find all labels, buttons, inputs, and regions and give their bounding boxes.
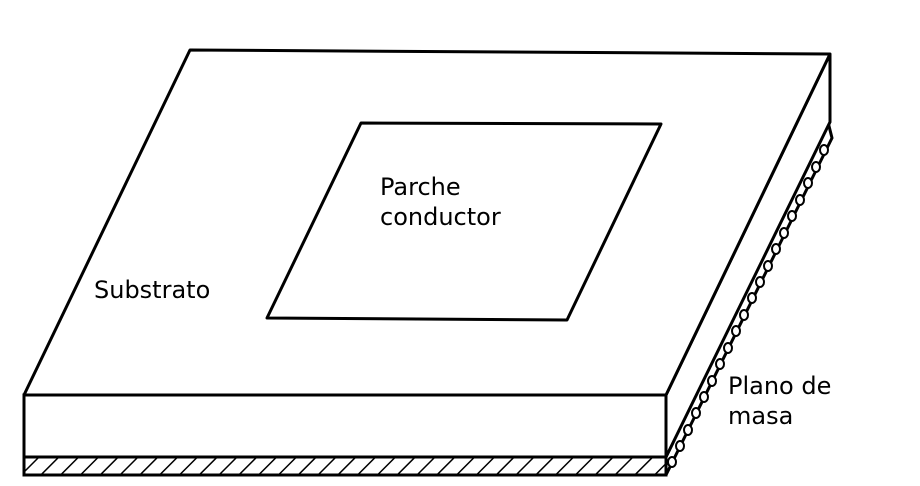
- patch-label: Parche conductor: [380, 172, 501, 232]
- ground-plane-label-line1: Plano de: [728, 372, 832, 400]
- patch-label-line2: conductor: [380, 203, 501, 231]
- substrate-front-face: [22, 393, 668, 459]
- ground-plane-label-line2: masa: [728, 402, 794, 430]
- ground-plane-side-beads: [667, 144, 829, 468]
- substrate-label: Substrato: [94, 276, 211, 304]
- ground-plane-front-hatch: [22, 455, 668, 477]
- ground-plane-label: Plano de masa: [728, 371, 831, 431]
- conducting-patch: [265, 121, 663, 322]
- patch-label-line1: Parche: [380, 173, 461, 201]
